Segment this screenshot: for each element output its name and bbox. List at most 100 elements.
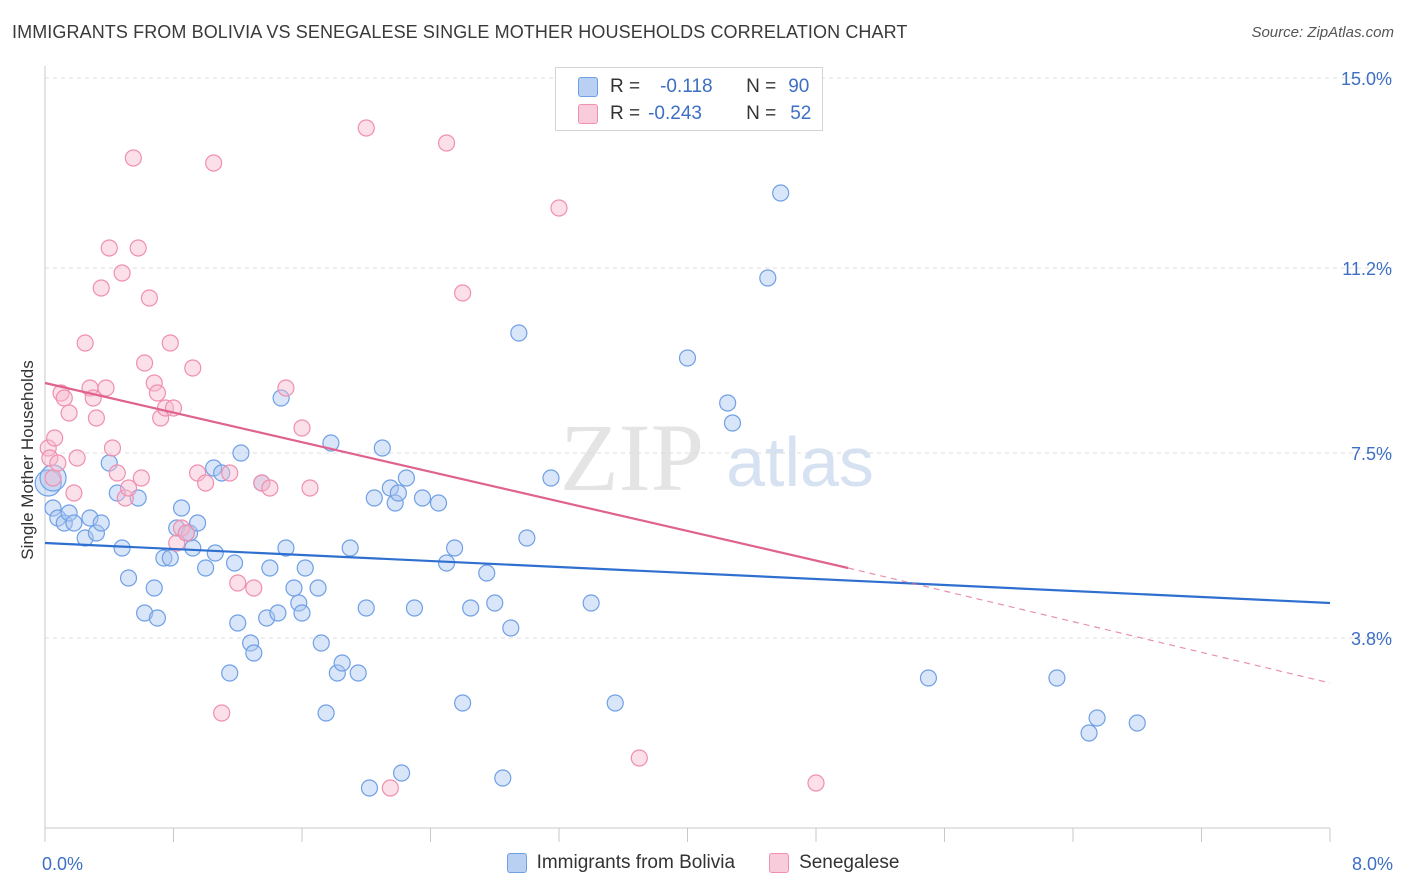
point-senegalese (221, 464, 239, 482)
point-bolivia (365, 489, 383, 507)
watermark-zip: ZIP (560, 404, 704, 511)
point-bolivia (92, 514, 110, 532)
point-bolivia (478, 564, 496, 582)
stats-legend: R = -0.118 N = 90 R = -0.243 N = 52 (555, 67, 823, 131)
point-bolivia (55, 514, 73, 532)
point-senegalese (49, 454, 67, 472)
stats-legend-row-bolivia: R = -0.118 N = 90 (578, 76, 809, 98)
point-senegalese (261, 479, 279, 497)
bolivia-r-label: R = (610, 76, 641, 97)
point-senegalese (172, 519, 191, 537)
point-bolivia (296, 559, 314, 577)
point-senegalese (140, 289, 159, 307)
point-bolivia (225, 554, 244, 572)
point-senegalese (213, 704, 231, 722)
point-bolivia (206, 544, 224, 562)
point-senegalese (245, 579, 263, 597)
point-bolivia (772, 184, 790, 202)
point-bolivia (145, 579, 163, 597)
point-senegalese (97, 379, 115, 397)
point-bolivia (606, 694, 624, 712)
point-bolivia (341, 539, 359, 557)
trend-line-dashed-senegalese (847, 567, 1331, 684)
point-bolivia (1088, 709, 1106, 727)
point-bolivia (242, 634, 260, 652)
point-senegalese (229, 574, 247, 592)
legend-swatch-bolivia (506, 853, 527, 873)
chart-title: IMMIGRANTS FROM BOLIVIA VS SENEGALESE SI… (12, 22, 908, 42)
point-bolivia (172, 499, 191, 517)
point-senegalese (60, 404, 78, 422)
point-bolivia (76, 529, 94, 547)
point-bolivia (277, 539, 295, 557)
point-bolivia (518, 529, 536, 547)
point-bolivia (357, 599, 375, 617)
point-bolivia (317, 704, 335, 722)
point-senegalese (108, 464, 126, 482)
point-bolivia (60, 504, 78, 522)
senegalese-n-label: N = (746, 103, 777, 124)
point-bolivia (293, 604, 311, 622)
point-bolivia (155, 549, 173, 567)
point-bolivia (65, 514, 83, 532)
point-bolivia (261, 559, 279, 577)
series-legend: Immigrants from Bolivia Senegalese (0, 852, 1406, 874)
point-bolivia (1048, 669, 1066, 687)
tick-labels: 3.8% 7.5% 11.2% 15.0% 0.0% 8.0% (42, 69, 1393, 874)
point-bolivia (723, 414, 742, 432)
y-tick-label: 11.2% (1342, 259, 1392, 279)
point-bolivia (386, 494, 404, 512)
senegalese-r-label: R = (610, 103, 641, 124)
data-points (34, 119, 1146, 797)
point-senegalese (46, 429, 64, 447)
point-senegalese (68, 449, 86, 467)
point-senegalese (76, 334, 94, 352)
point-senegalese (454, 284, 472, 302)
legend-item-bolivia: Immigrants from Bolivia (506, 852, 735, 874)
point-bolivia (232, 444, 250, 462)
point-senegalese (357, 119, 375, 137)
point-bolivia (502, 619, 520, 637)
point-senegalese (277, 379, 295, 397)
point-bolivia (309, 579, 327, 597)
point-senegalese (100, 239, 118, 257)
point-senegalese (807, 774, 825, 792)
point-senegalese (132, 469, 150, 487)
point-bolivia (113, 539, 131, 557)
trend-line-bolivia (44, 541, 1331, 605)
point-bolivia (397, 469, 416, 487)
point-bolivia (87, 524, 106, 542)
point-bolivia (269, 604, 287, 622)
point-bolivia (272, 389, 290, 407)
point-senegalese (148, 384, 167, 402)
point-bolivia (168, 519, 186, 537)
point-bolivia (510, 324, 528, 342)
point-bolivia (229, 614, 247, 632)
point-senegalese (103, 439, 122, 457)
y-tick-label: 7.5% (1351, 444, 1392, 464)
point-senegalese (135, 354, 154, 372)
point-senegalese (177, 524, 195, 542)
point-bolivia (454, 694, 472, 712)
point-bolivia (290, 594, 308, 612)
senegalese-n-value: 52 (790, 103, 812, 124)
point-bolivia (759, 269, 777, 287)
point-senegalese (630, 749, 648, 767)
point-senegalese (381, 779, 399, 797)
point-bolivia (445, 539, 464, 557)
point-bolivia (135, 604, 154, 622)
point-bolivia (462, 599, 480, 617)
point-bolivia (405, 599, 424, 617)
point-bolivia (494, 769, 512, 787)
point-bolivia (349, 664, 367, 682)
bolivia-n-label: N = (746, 76, 777, 97)
point-senegalese (437, 134, 456, 152)
point-senegalese (293, 419, 311, 437)
senegalese-r-value: -0.243 (648, 103, 702, 124)
point-senegalese (124, 149, 142, 167)
point-bolivia (373, 439, 391, 457)
point-senegalese (116, 489, 134, 507)
source-label: Source: ZipAtlas.com (1251, 24, 1394, 41)
point-senegalese (55, 389, 73, 407)
point-bolivia (328, 664, 346, 682)
